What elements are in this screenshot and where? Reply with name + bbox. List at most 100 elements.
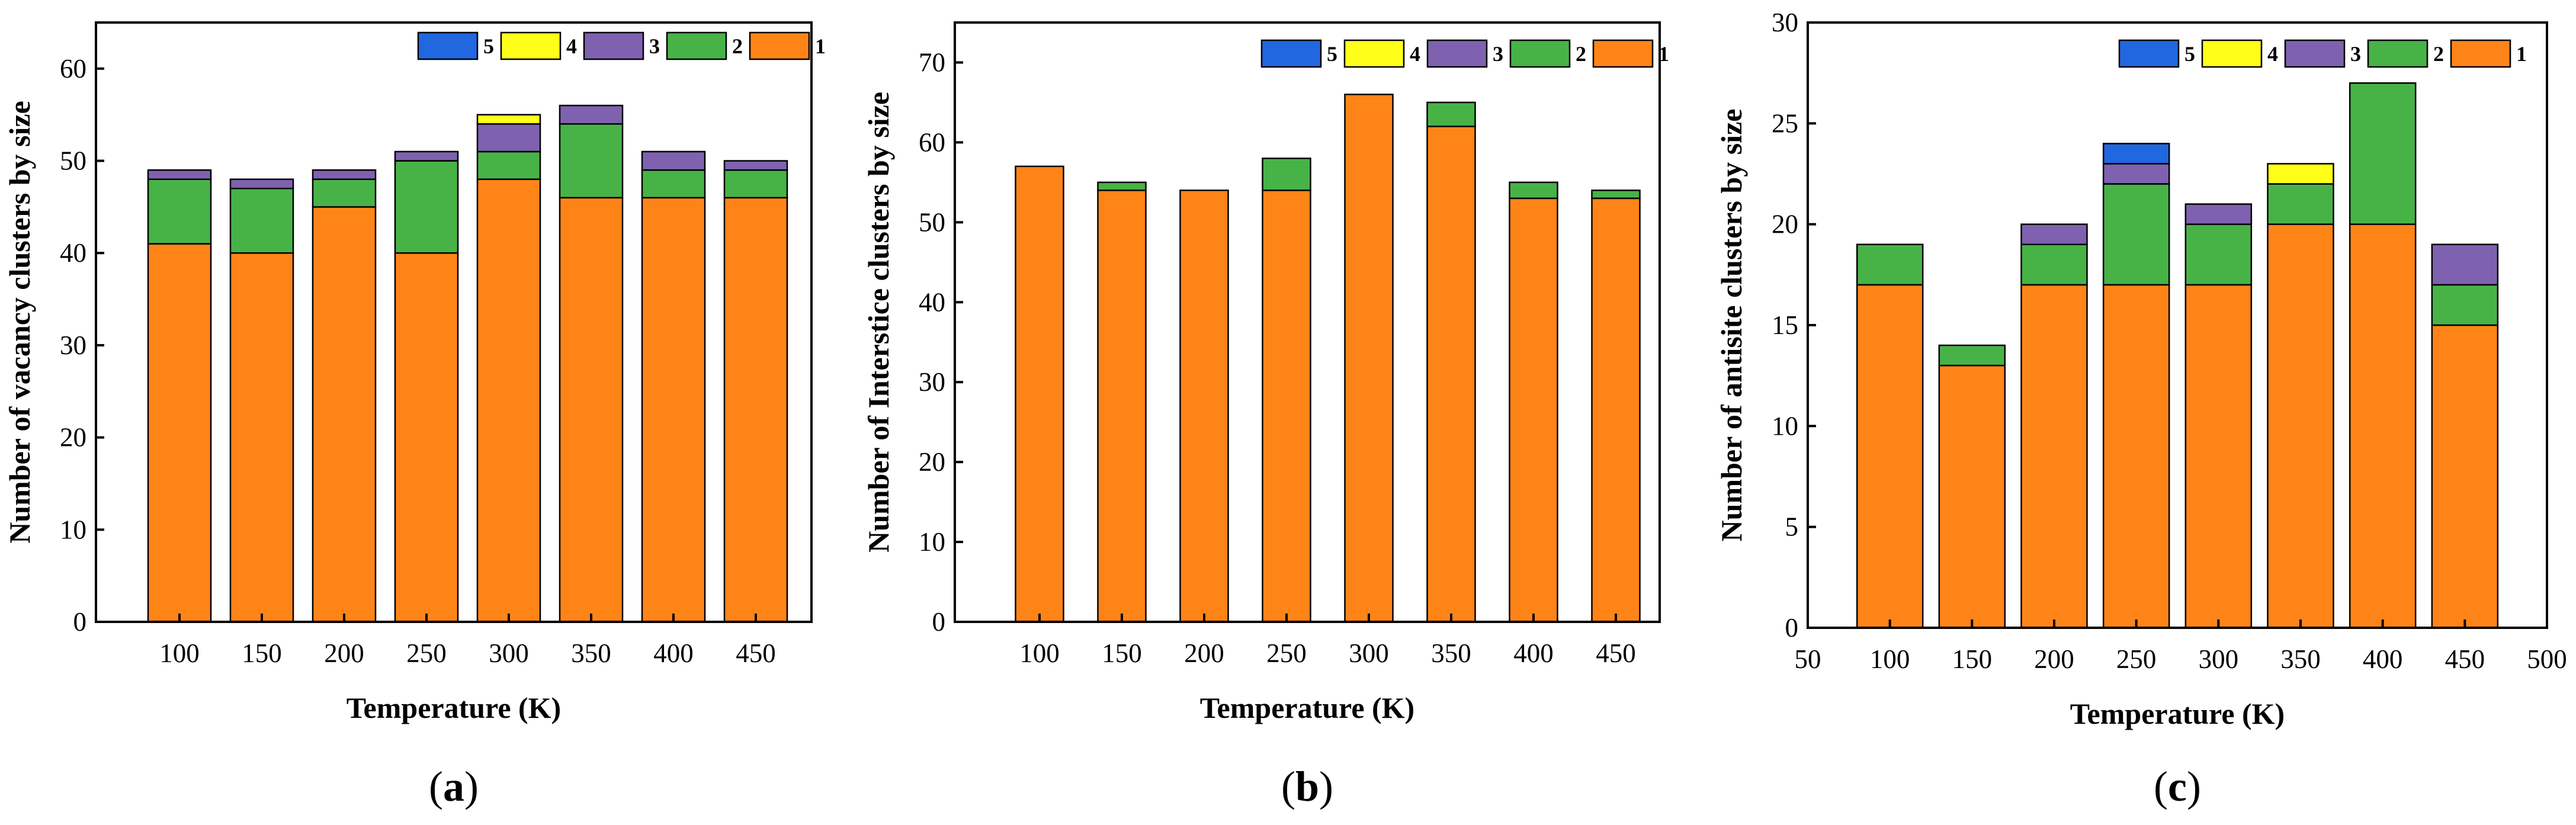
legend-label-size5: 5: [483, 34, 494, 58]
x-tick-label: 450: [736, 638, 776, 668]
bar-size2-150: [1938, 344, 2006, 367]
bar-size1-400: [1509, 197, 1558, 623]
bar-size2-400: [1509, 181, 1558, 200]
legend-label-size1: 1: [1658, 42, 1669, 66]
x-tick-label: 100: [159, 638, 200, 668]
legend-swatch-size1: [749, 31, 810, 60]
legend-swatch-size2: [1509, 39, 1571, 68]
y-tick-label: 0: [1785, 613, 1799, 643]
legend-swatch-size3: [583, 31, 644, 60]
bar-size2-300: [476, 150, 541, 180]
bar-size1-200: [1179, 190, 1229, 623]
bar-size3-250: [2102, 163, 2170, 185]
legend-label-size5: 5: [1327, 42, 1337, 66]
legend-label-size3: 3: [1493, 42, 1503, 66]
bar-size3-450: [2431, 243, 2499, 286]
x-axis-a: 100 150 200 250 300 350 400 450: [159, 614, 776, 668]
legend-label-size5: 5: [2184, 42, 2195, 66]
y-tick-label: 0: [73, 607, 87, 637]
bar-size1-450: [723, 197, 788, 623]
bar-size1-300: [2184, 284, 2253, 629]
legend-label-size2: 2: [1576, 42, 1586, 66]
x-tick-label: 250: [406, 638, 447, 668]
y-tick-label: 25: [1772, 108, 1798, 138]
bar-size3-200: [2020, 223, 2088, 245]
y-tick-label: 30: [60, 330, 86, 360]
bar-size2-250: [2102, 183, 2170, 286]
x-tick-label: 200: [2034, 644, 2074, 674]
bar-size2-150: [229, 187, 294, 254]
bar-size2-100: [1856, 243, 1924, 286]
legend-label-size4: 4: [2267, 42, 2278, 66]
y-tick-label: 60: [919, 127, 945, 157]
y-tick-label: 30: [919, 367, 945, 397]
legend-a: 5 4 3 2 1: [417, 31, 826, 60]
bar-size3-300: [2184, 203, 2253, 225]
x-tick-label: 450: [1596, 638, 1636, 668]
bar-size2-350: [1426, 101, 1476, 127]
x-tick-label: 150: [242, 638, 282, 668]
bar-size1-350: [2267, 223, 2334, 629]
bar-size1-350: [1426, 126, 1476, 623]
bar-size2-250: [1262, 158, 1311, 191]
x-axis-title: Temperature (K): [1200, 691, 1414, 724]
y-tick-label: 40: [919, 287, 945, 317]
legend-swatch-size4: [500, 31, 562, 60]
bar-size2-350: [2267, 183, 2334, 225]
legend-swatch-size3: [2284, 39, 2346, 68]
x-tick-label: 50: [1795, 644, 1821, 674]
x-tick-label: 200: [324, 638, 364, 668]
legend-b: 5 4 3 2 1: [1260, 39, 1669, 68]
bar-size3-300: [476, 123, 541, 153]
panel-label: (c): [2154, 763, 2201, 810]
x-tick-label: 350: [571, 638, 611, 668]
bar-size2-200: [312, 178, 377, 208]
y-axis-b: 0 10 20 30 40 50 60 70: [919, 47, 963, 637]
legend-label-size3: 3: [649, 34, 660, 58]
bar-size5-250: [2102, 143, 2170, 165]
bar-size2-100: [147, 178, 212, 245]
legend-label-size2: 2: [732, 34, 743, 58]
x-tick-label: 400: [653, 638, 694, 668]
bar-size1-450: [1591, 197, 1641, 623]
x-tick-label: 100: [1019, 638, 1060, 668]
bar-size3-450: [723, 160, 788, 171]
panel-letter: b: [1295, 763, 1319, 810]
bar-size1-400: [2349, 223, 2417, 629]
bar-size2-450: [2431, 284, 2499, 326]
y-tick-label: 10: [1772, 411, 1798, 441]
y-tick-label: 5: [1785, 512, 1799, 542]
legend-swatch-size2: [2367, 39, 2429, 68]
x-tick-label: 250: [1266, 638, 1307, 668]
bar-size2-450: [1591, 190, 1641, 200]
bar-size1-450: [2431, 324, 2499, 629]
bar-size1-250: [394, 252, 459, 623]
y-tick-label: 20: [1772, 210, 1798, 239]
legend-label-size4: 4: [1410, 42, 1420, 66]
x-tick-label: 300: [1349, 638, 1389, 668]
legend-swatch-size5: [2118, 39, 2180, 68]
bar-size1-250: [2102, 284, 2170, 629]
bar-size2-400: [2349, 82, 2417, 225]
x-tick-label: 400: [1513, 638, 1554, 668]
x-tick-label: 450: [2445, 644, 2485, 674]
y-axis-c: 0 5 10 15 20 25 30: [1772, 8, 1816, 643]
bar-size3-200: [312, 169, 377, 180]
x-tick-label: 150: [1952, 644, 1993, 674]
bar-size1-300: [476, 178, 541, 623]
bar-size1-400: [641, 197, 706, 623]
legend-label-size4: 4: [566, 34, 577, 58]
plot-frame: [954, 21, 1661, 623]
bar-size3-350: [559, 104, 624, 125]
y-tick-label: 20: [919, 447, 945, 477]
bar-size3-250: [394, 150, 459, 162]
legend-swatch-size1: [2450, 39, 2511, 68]
bar-size4-300: [476, 114, 541, 125]
legend-swatch-size5: [417, 31, 479, 60]
chart-panel-a: 0 10 20 30 40 50 60 100 150 200 250 300 350 400 450 Tem…: [3, 21, 826, 810]
panel-label: (a): [429, 763, 479, 810]
bars-b: [1015, 94, 1641, 623]
bar-size1-350: [559, 197, 624, 623]
